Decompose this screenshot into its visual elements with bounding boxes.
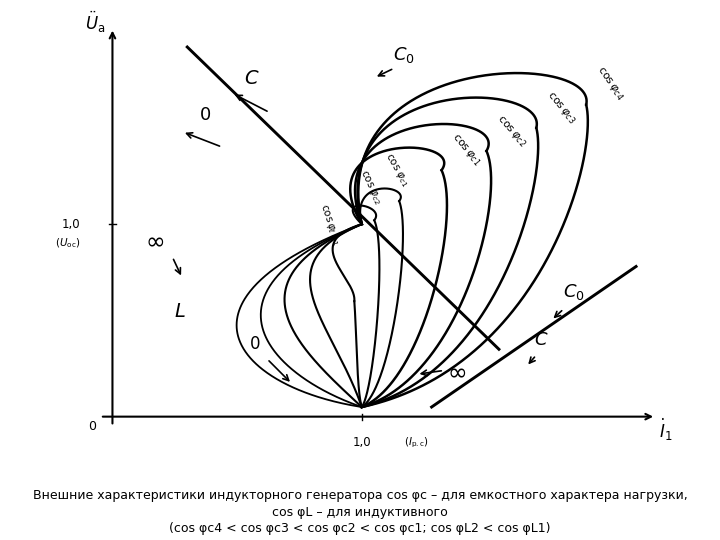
Text: $\cos\varphi_{c1}$: $\cos\varphi_{c1}$ bbox=[449, 131, 483, 168]
Text: 1,0: 1,0 bbox=[353, 436, 371, 449]
Text: $C_0$: $C_0$ bbox=[393, 45, 415, 65]
Text: $\cos\varphi_{c3}$: $\cos\varphi_{c3}$ bbox=[544, 89, 577, 126]
Text: $\cos\varphi_{c2}$: $\cos\varphi_{c2}$ bbox=[494, 113, 528, 149]
Text: 1,0: 1,0 bbox=[61, 218, 80, 231]
Text: $C_0$: $C_0$ bbox=[563, 282, 585, 302]
Text: $\ddot{U}_{\rm a}$: $\ddot{U}_{\rm a}$ bbox=[85, 10, 105, 36]
Text: (cos φc4 < cos φc3 < cos φc2 < cos φc1; cos φL2 < cos φL1): (cos φc4 < cos φc3 < cos φc2 < cos φc1; … bbox=[169, 522, 551, 535]
Text: $\cos\,\varphi_{c2}$: $\cos\,\varphi_{c2}$ bbox=[357, 168, 384, 207]
Text: $\infty$: $\infty$ bbox=[145, 228, 164, 252]
Text: 0: 0 bbox=[89, 420, 96, 433]
Text: $0$: $0$ bbox=[199, 106, 211, 124]
Text: $\infty$: $\infty$ bbox=[447, 359, 466, 383]
Text: $C$: $C$ bbox=[244, 69, 260, 87]
Text: $\dot{I}_1$: $\dot{I}_1$ bbox=[660, 417, 672, 443]
Text: $\cos\,\varphi_{c1}$: $\cos\,\varphi_{c1}$ bbox=[382, 151, 411, 190]
Text: cos φL – для индуктивного: cos φL – для индуктивного bbox=[272, 505, 448, 519]
Text: $(U_{\rm ос})$: $(U_{\rm ос})$ bbox=[55, 237, 80, 250]
Text: $\cos\varphi_{c4}$: $\cos\varphi_{c4}$ bbox=[594, 64, 626, 103]
Text: $(I_{\rm р.с})$: $(I_{\rm р.с})$ bbox=[404, 436, 429, 450]
Text: Внешние характеристики индукторного генератора cos φc – для емкостного характера: Внешние характеристики индукторного гене… bbox=[32, 489, 688, 503]
Text: $0$: $0$ bbox=[249, 335, 261, 353]
Text: $L$: $L$ bbox=[174, 301, 186, 321]
Text: $C$: $C$ bbox=[534, 332, 549, 349]
Text: $\cos\varphi_{\ell=1}$: $\cos\varphi_{\ell=1}$ bbox=[317, 202, 342, 247]
